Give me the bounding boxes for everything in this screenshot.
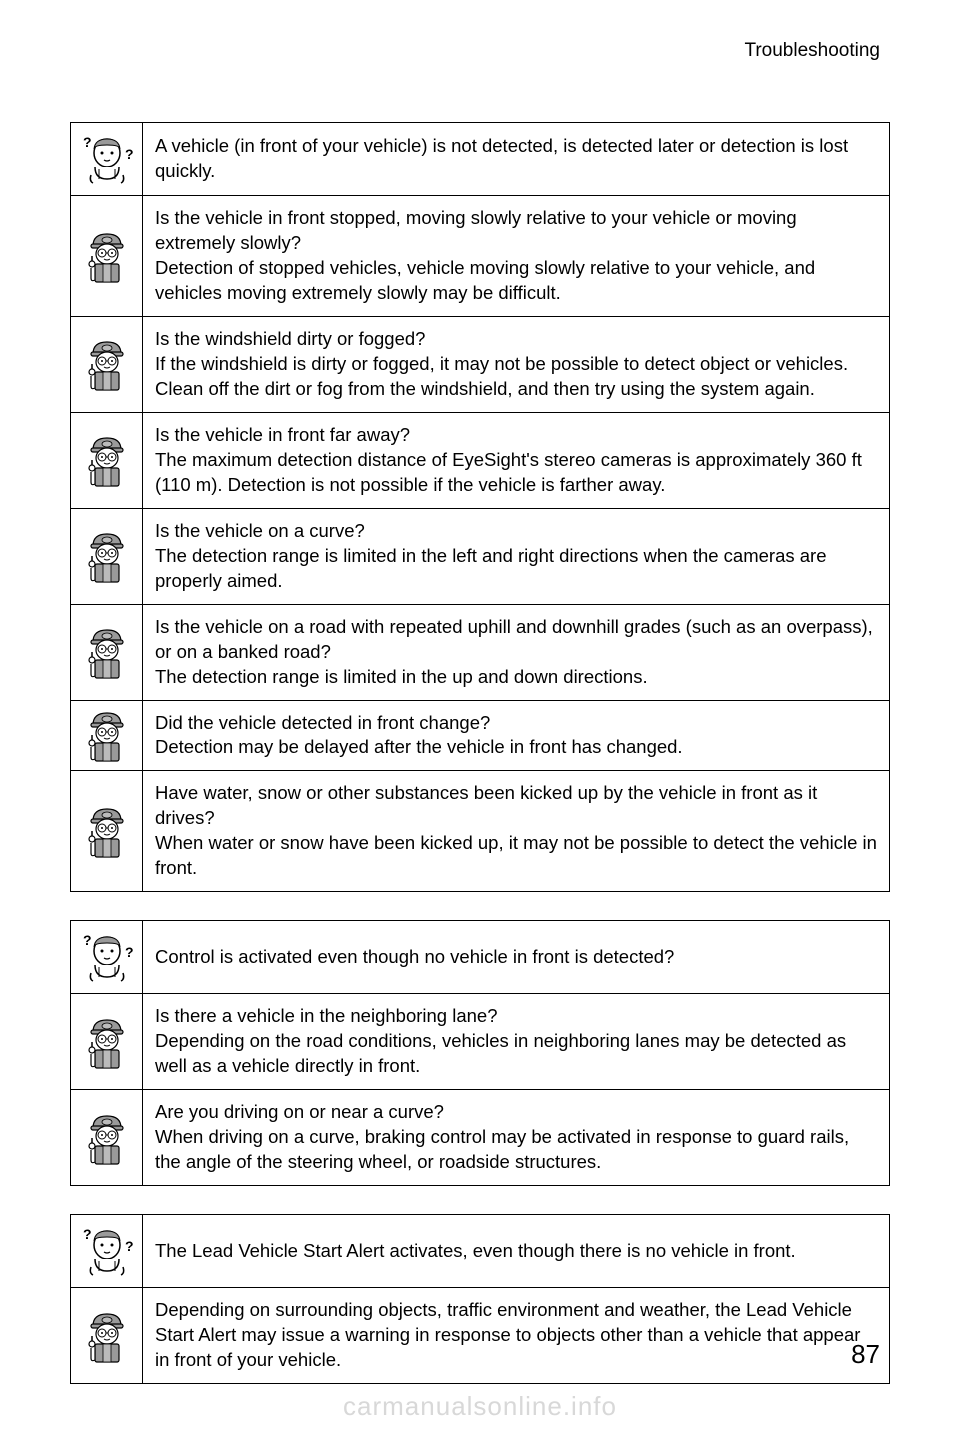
answer-row: Is the vehicle in front stopped, moving … xyxy=(71,196,889,317)
answer-row: Is there a vehicle in the neighboring la… xyxy=(71,994,889,1090)
question-text: Control is activated even though no vehi… xyxy=(143,921,889,993)
svg-text:?: ? xyxy=(83,932,92,948)
answer-icon-cell xyxy=(71,1090,143,1185)
answer-text: Is the vehicle on a road with repeated u… xyxy=(143,605,889,700)
answer-row: Did the vehicle detected in front change… xyxy=(71,701,889,772)
troubleshoot-section: ? ? The Lead Vehicle Start Alert activat… xyxy=(70,1214,890,1384)
answer-row: Is the windshield dirty or fogged?If the… xyxy=(71,317,889,413)
page-header: Troubleshooting xyxy=(70,40,890,62)
svg-text:?: ? xyxy=(83,134,92,150)
answer-icon-cell xyxy=(71,413,143,508)
mechanic-person-icon xyxy=(81,1014,133,1070)
mechanic-person-icon xyxy=(81,624,133,680)
answer-icon-cell xyxy=(71,196,143,316)
question-icon-cell: ? ? xyxy=(71,123,143,195)
mechanic-person-icon xyxy=(81,432,133,488)
question-person-icon: ? ? xyxy=(77,131,137,187)
question-row: ? ? Control is activated even though no … xyxy=(71,921,889,994)
answer-text: Have water, snow or other substances bee… xyxy=(143,771,889,891)
mechanic-person-icon xyxy=(81,803,133,859)
mechanic-person-icon xyxy=(81,1110,133,1166)
question-person-icon: ? ? xyxy=(77,1223,137,1279)
question-icon-cell: ? ? xyxy=(71,1215,143,1287)
mechanic-person-icon xyxy=(81,1308,133,1364)
answer-icon-cell xyxy=(71,701,143,771)
answer-row: Is the vehicle on a curve?The detection … xyxy=(71,509,889,605)
troubleshoot-section: ? ? Control is activated even though no … xyxy=(70,920,890,1186)
page-content: Troubleshooting ? ? A vehicle (in front … xyxy=(0,0,960,1384)
question-text: The Lead Vehicle Start Alert activates, … xyxy=(143,1215,889,1287)
question-icon-cell: ? ? xyxy=(71,921,143,993)
answer-icon-cell xyxy=(71,771,143,891)
answer-text: Depending on surrounding objects, traffi… xyxy=(143,1288,889,1383)
answer-row: Is the vehicle in front far away?The max… xyxy=(71,413,889,509)
question-person-icon: ? ? xyxy=(77,929,137,985)
sections-container: ? ? A vehicle (in front of your vehicle)… xyxy=(70,122,890,1384)
answer-text: Is there a vehicle in the neighboring la… xyxy=(143,994,889,1089)
answer-icon-cell xyxy=(71,605,143,700)
answer-text: Did the vehicle detected in front change… xyxy=(143,701,889,771)
answer-text: Is the vehicle in front far away?The max… xyxy=(143,413,889,508)
question-row: ? ? The Lead Vehicle Start Alert activat… xyxy=(71,1215,889,1288)
page-number: 87 xyxy=(851,1339,880,1370)
svg-text:?: ? xyxy=(125,944,134,960)
svg-text:?: ? xyxy=(125,1238,134,1254)
answer-icon-cell xyxy=(71,509,143,604)
mechanic-person-icon xyxy=(81,336,133,392)
svg-text:?: ? xyxy=(125,146,134,162)
answer-text: Is the vehicle in front stopped, moving … xyxy=(143,196,889,316)
answer-icon-cell xyxy=(71,1288,143,1383)
answer-icon-cell xyxy=(71,317,143,412)
answer-icon-cell xyxy=(71,994,143,1089)
answer-text: Is the windshield dirty or fogged?If the… xyxy=(143,317,889,412)
troubleshoot-section: ? ? A vehicle (in front of your vehicle)… xyxy=(70,122,890,892)
mechanic-person-icon xyxy=(81,228,133,284)
question-text: A vehicle (in front of your vehicle) is … xyxy=(143,123,889,195)
svg-text:?: ? xyxy=(83,1226,92,1242)
watermark: carmanualsonline.info xyxy=(0,1391,960,1422)
answer-text: Are you driving on or near a curve?When … xyxy=(143,1090,889,1185)
answer-row: Are you driving on or near a curve?When … xyxy=(71,1090,889,1185)
mechanic-person-icon xyxy=(81,707,133,763)
mechanic-person-icon xyxy=(81,528,133,584)
answer-row: Have water, snow or other substances bee… xyxy=(71,771,889,891)
question-row: ? ? A vehicle (in front of your vehicle)… xyxy=(71,123,889,196)
answer-text: Is the vehicle on a curve?The detection … xyxy=(143,509,889,604)
answer-row: Depending on surrounding objects, traffi… xyxy=(71,1288,889,1383)
answer-row: Is the vehicle on a road with repeated u… xyxy=(71,605,889,701)
